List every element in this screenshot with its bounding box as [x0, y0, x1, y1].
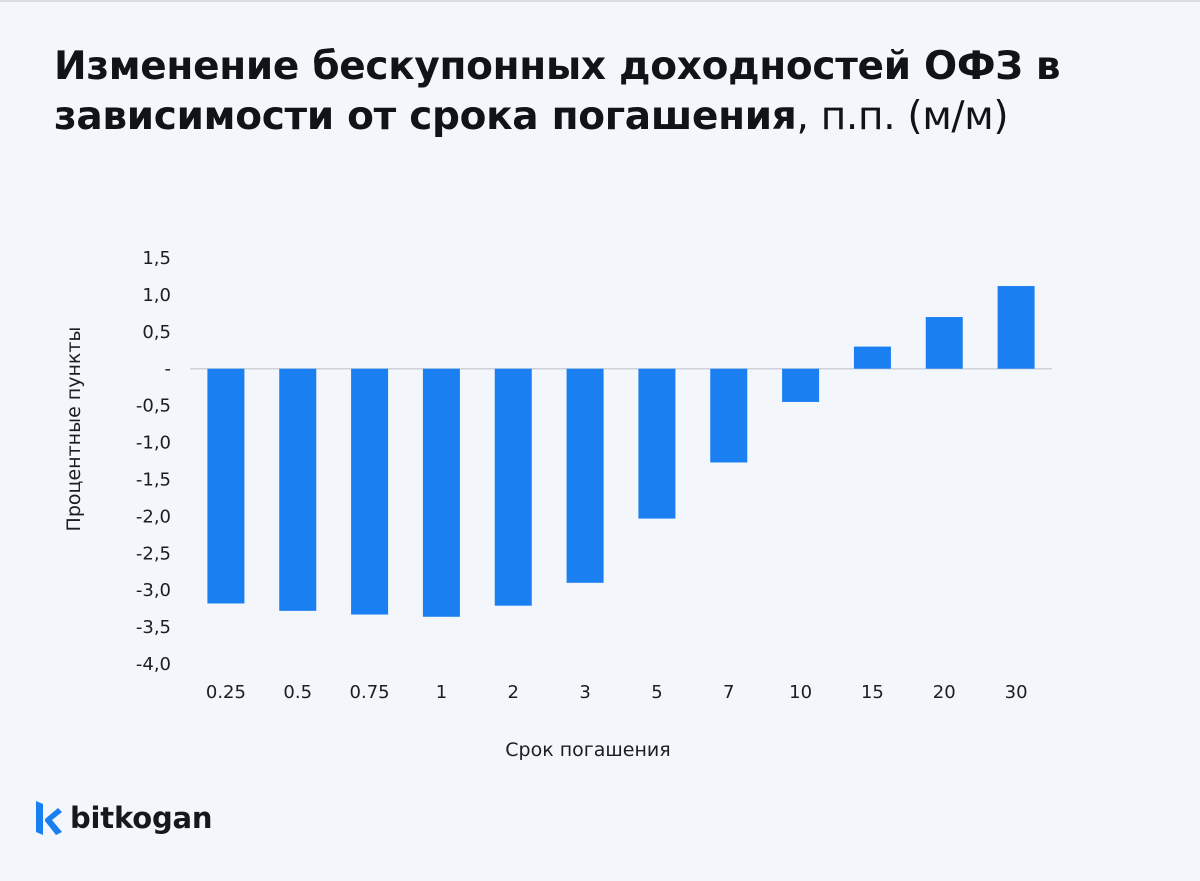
- y-tick-label: -2,5: [136, 543, 171, 564]
- y-tick-label: -1,5: [136, 469, 171, 490]
- y-tick-label: -: [165, 359, 172, 380]
- y-tick-label: 1,0: [142, 285, 171, 306]
- title-unit: , п.п. (м/м): [796, 94, 1009, 139]
- bar-0.75: [351, 368, 389, 615]
- x-tick-label: 2: [508, 682, 519, 703]
- x-tick-label: 15: [861, 682, 884, 703]
- bar-0.25: [207, 368, 245, 604]
- y-tick-label: 1,5: [142, 248, 171, 269]
- brand-name: bitkogan: [70, 801, 213, 835]
- x-tick-label: 5: [651, 682, 662, 703]
- bar-10: [782, 368, 820, 402]
- bar-7: [710, 368, 748, 463]
- title-bold-line2: зависимости от срока погашения: [54, 94, 797, 139]
- y-tick-label: -2,0: [136, 506, 171, 527]
- x-tick-label: 0.5: [283, 682, 312, 703]
- bar-1: [422, 368, 460, 617]
- chart-title: Изменение бескупонных доходностей ОФЗ в …: [54, 42, 1154, 142]
- x-tick-label: 7: [723, 682, 734, 703]
- bitkogan-k-logo-icon: [36, 801, 62, 835]
- bar-3: [566, 368, 604, 583]
- y-tick-label: -0,5: [136, 396, 171, 417]
- x-tick-label: 3: [579, 682, 590, 703]
- y-axis-ticks: 1,5 1,0 0,5 - -0,5 -1,0 -1,5 -2,0 -2,5 -3,0 -3,5 -4…: [136, 248, 171, 675]
- brand-logo: bitkogan: [34, 796, 213, 840]
- x-axis-label: Срок погашения: [505, 739, 670, 761]
- x-tick-label: 0.75: [350, 682, 390, 703]
- x-tick-label: 10: [789, 682, 812, 703]
- x-tick-label: 0.25: [206, 682, 246, 703]
- bar-20: [925, 317, 963, 369]
- x-tick-label: 20: [933, 682, 956, 703]
- x-axis-ticks: 0.25 0.5 0.75 1 2 3 5 7 10 15 20 30: [206, 682, 1028, 703]
- bar-15: [853, 346, 891, 369]
- bar-0.5: [279, 368, 317, 611]
- bars: [207, 286, 1035, 617]
- bar-2: [494, 368, 532, 606]
- title-bold-line1: Изменение бескупонных доходностей ОФЗ в: [54, 44, 1061, 89]
- x-tick-label: 1: [436, 682, 447, 703]
- y-axis-label: Процентные пункты: [63, 327, 85, 532]
- x-tick-label: 30: [1005, 682, 1028, 703]
- y-tick-label: -3,0: [136, 580, 171, 601]
- y-tick-label: 0,5: [142, 322, 171, 343]
- bar-5: [638, 368, 676, 519]
- bar-30: [997, 286, 1035, 369]
- y-tick-label: -1,0: [136, 433, 171, 454]
- y-tick-label: -3,5: [136, 617, 171, 638]
- y-tick-label: -4,0: [136, 654, 171, 675]
